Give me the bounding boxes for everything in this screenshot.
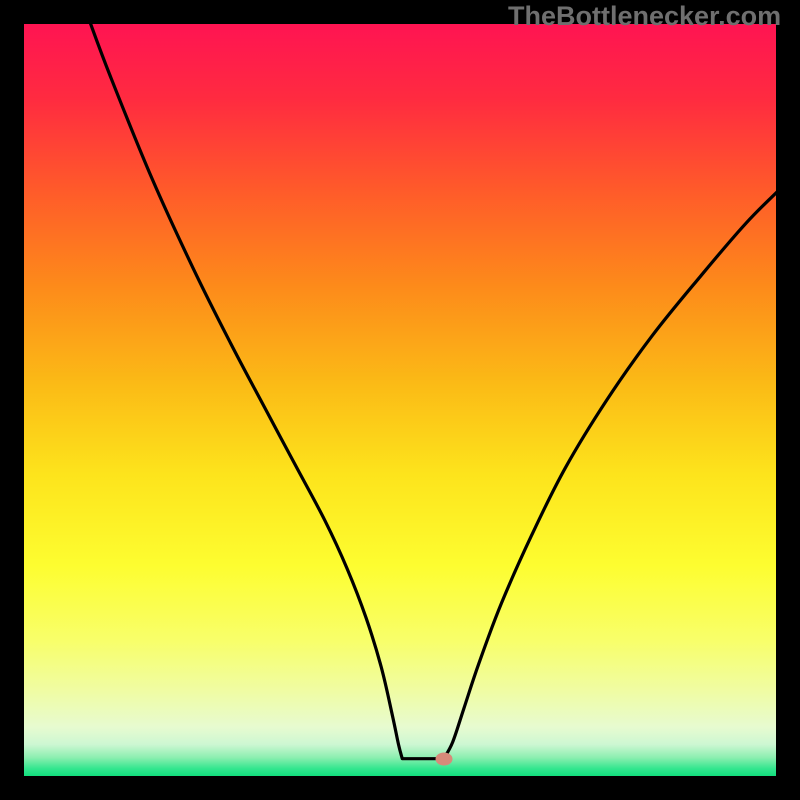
optimal-point-marker [435, 752, 452, 765]
canvas: TheBottlenecker.com [0, 0, 800, 800]
watermark-text: TheBottlenecker.com [508, 1, 781, 32]
plot-area [24, 24, 776, 776]
bottleneck-curve [24, 24, 776, 776]
